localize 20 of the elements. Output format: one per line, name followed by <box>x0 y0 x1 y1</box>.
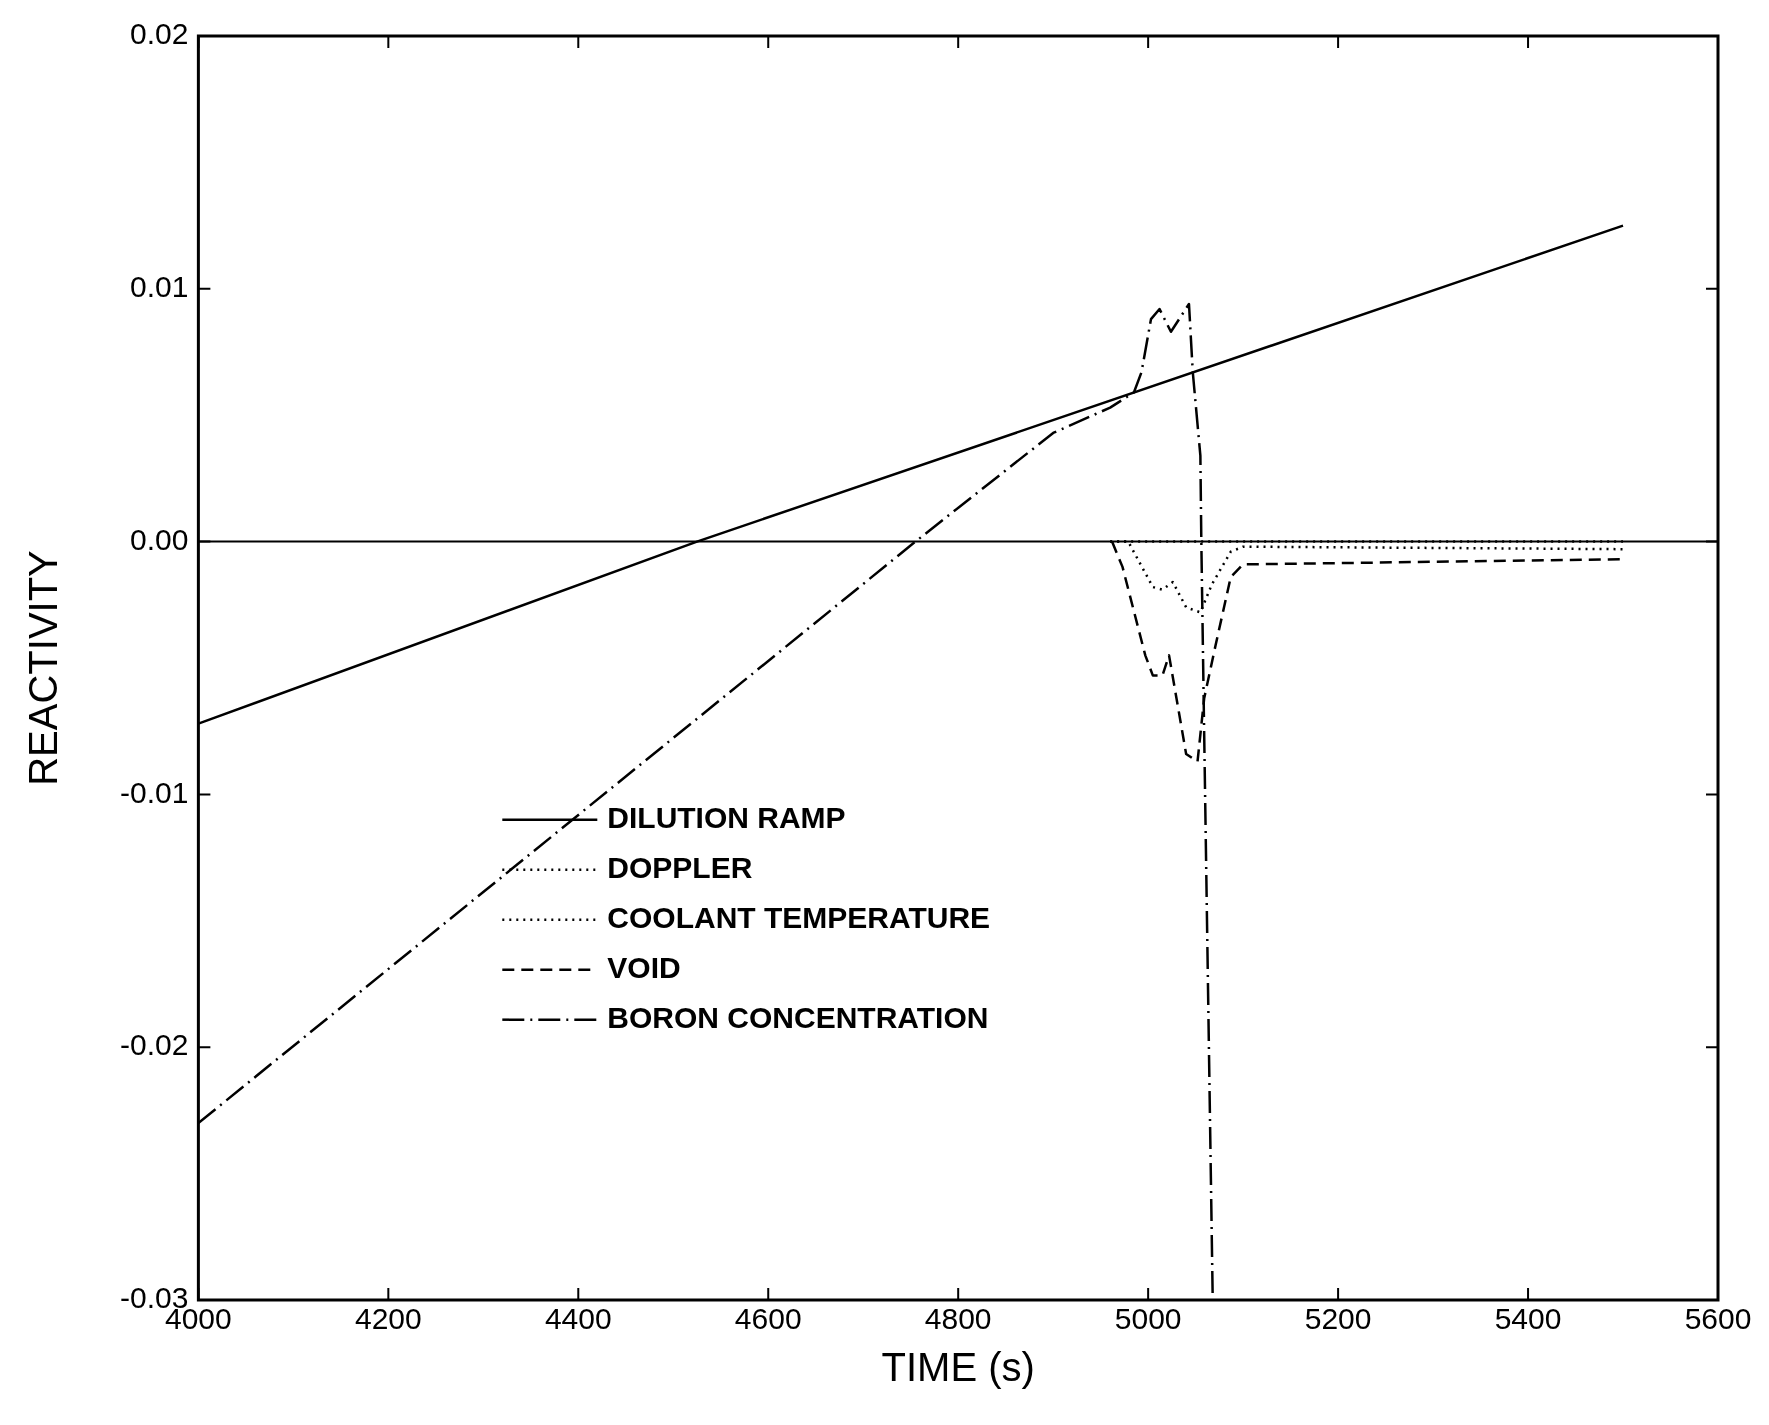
y-tick-label: -0.01 <box>119 775 189 809</box>
x-tick-label: 4200 <box>354 1302 422 1336</box>
x-tick-label: 4600 <box>734 1302 802 1336</box>
x-tick-label: 5600 <box>1684 1302 1752 1336</box>
y-tick-label: 0.01 <box>129 270 189 304</box>
y-axis-title: REACTIVITY <box>21 550 66 786</box>
legend-label: COOLANT TEMPERATURE <box>607 900 991 934</box>
legend-label: BORON CONCENTRATION <box>607 1000 989 1034</box>
x-tick-label: 5200 <box>1304 1302 1372 1336</box>
x-tick-label: 4400 <box>544 1302 612 1336</box>
legend-label: DILUTION RAMP <box>607 800 846 834</box>
x-axis-title: TIME (s) <box>881 1345 1035 1390</box>
x-tick-label: 5400 <box>1494 1302 1562 1336</box>
y-tick-label: -0.02 <box>119 1028 189 1062</box>
y-tick-label: 0.00 <box>129 522 189 556</box>
legend-label: VOID <box>607 950 681 984</box>
x-tick-label: 4800 <box>924 1302 992 1336</box>
x-tick-label: 5000 <box>1114 1302 1182 1336</box>
legend-label: DOPPLER <box>607 850 753 884</box>
y-tick-label: 0.02 <box>129 17 189 51</box>
